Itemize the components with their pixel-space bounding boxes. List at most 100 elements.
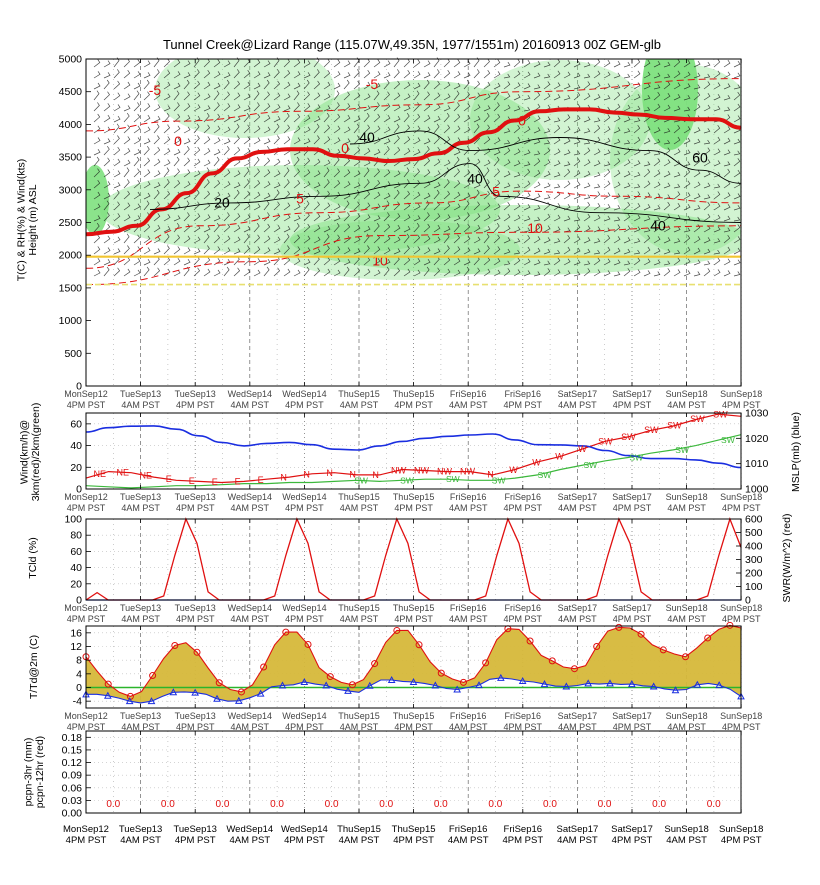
dewpoint-point — [322, 681, 331, 689]
wind-barb — [653, 193, 661, 200]
x-tick-label-day: SunSep18 — [719, 824, 763, 835]
wind-barb — [453, 59, 461, 68]
wind-barb — [503, 182, 511, 189]
wind-barb — [233, 267, 241, 277]
wind-barb — [573, 115, 581, 123]
wind-barb — [543, 213, 551, 222]
wind-barb — [123, 136, 131, 145]
temperature-point — [726, 621, 734, 629]
wind-barb — [273, 189, 280, 200]
wind-2km-direction-label: SW — [629, 453, 643, 463]
wind-barb — [593, 148, 601, 156]
wind-barb — [243, 179, 250, 189]
temperature-point — [237, 688, 245, 696]
wind-barb — [433, 189, 440, 200]
wind-barb — [133, 102, 140, 112]
wind-3km-direction-label: W — [578, 444, 587, 454]
wind-barb — [303, 79, 310, 90]
wind-barb — [493, 102, 500, 112]
wind-barb — [663, 139, 671, 145]
wind-barb — [333, 102, 340, 112]
wind-barb — [183, 200, 190, 211]
wind-barb — [123, 58, 130, 68]
wind-barb — [263, 157, 271, 167]
temperature-point — [704, 634, 712, 642]
y-tick-label: -4 — [73, 696, 82, 708]
wind-barb — [263, 79, 270, 90]
dewpoint-point — [649, 682, 658, 690]
wind-barb — [523, 180, 531, 189]
wind-barb — [193, 158, 201, 167]
wind-barb — [153, 189, 160, 200]
wind-barb — [203, 179, 210, 189]
wind-barb — [463, 235, 471, 244]
wind-barb — [303, 200, 310, 211]
wind-barb — [353, 92, 361, 101]
wind-barb — [123, 81, 131, 90]
wind-barb — [133, 203, 141, 211]
wind-barb — [213, 102, 220, 112]
wind-3km-direction-label: W — [509, 465, 518, 475]
wind-barb — [123, 124, 131, 134]
wind-barb — [643, 192, 651, 200]
wind-barb — [403, 256, 411, 266]
wind-barb — [143, 103, 151, 112]
wind-barb — [493, 246, 501, 255]
wind-barb — [603, 114, 611, 123]
wind-barb — [603, 192, 611, 200]
wind-barb — [243, 136, 251, 145]
wind-barb — [523, 270, 531, 277]
x-tick-label-day: WedSep14 — [281, 824, 328, 835]
wind-barb — [683, 258, 691, 266]
wind-barb — [323, 225, 331, 233]
wind-barb — [323, 70, 331, 79]
wind-barb — [653, 205, 661, 211]
wind-barb — [143, 223, 151, 233]
wind-barb — [193, 213, 201, 222]
wind-barb — [623, 73, 631, 79]
wind-barb — [553, 82, 561, 90]
wind-barb — [593, 257, 601, 266]
x-tick-label-hour: 4AM PST — [449, 503, 488, 513]
wind-barb — [243, 190, 251, 200]
wind-barb — [443, 58, 450, 68]
wind-barb — [403, 124, 411, 134]
wind-barb — [103, 247, 111, 255]
wind-2km-direction-label: SW — [583, 460, 597, 470]
wind-barb — [143, 169, 151, 178]
y-axis-label: pcpn-3hr (mm) — [22, 738, 34, 807]
wind-barb — [293, 168, 300, 178]
precip-12hr-label: 0.0 — [106, 799, 120, 810]
temperature-point — [570, 665, 578, 673]
wind-barb — [323, 214, 331, 222]
x-tick-label-day: ThuSep15 — [338, 603, 380, 613]
wind-barb — [623, 170, 631, 178]
wind-barb — [433, 224, 441, 233]
wind-barb — [723, 270, 731, 277]
x-tick-label-day: TueSep13 — [120, 603, 161, 613]
wind-barb — [583, 201, 591, 211]
rh-shading — [86, 59, 741, 280]
wind-barb — [423, 60, 431, 68]
rh-shading-area — [280, 220, 520, 280]
wind-barb — [213, 234, 221, 244]
wind-barb — [673, 171, 681, 178]
y-tick-label-right: 1020 — [745, 433, 769, 445]
wind-3km-direction-label: N — [280, 473, 287, 483]
wind-barb — [463, 192, 471, 200]
wind-barb — [263, 103, 271, 112]
wind-barb — [513, 257, 521, 266]
wind-barb — [653, 138, 661, 145]
wind-barb — [503, 93, 511, 101]
wind-barb — [493, 222, 500, 233]
y-axis-label: Wind(km/h)@ — [18, 420, 30, 484]
wind-3km-direction-label: E — [212, 477, 218, 487]
wind-barb — [393, 189, 400, 200]
wind-barb — [153, 80, 161, 90]
x-tick-label-day: SunSep18 — [664, 824, 708, 835]
wind-barb — [563, 235, 571, 244]
wind-barb — [173, 215, 181, 222]
wind-barb — [303, 247, 311, 255]
